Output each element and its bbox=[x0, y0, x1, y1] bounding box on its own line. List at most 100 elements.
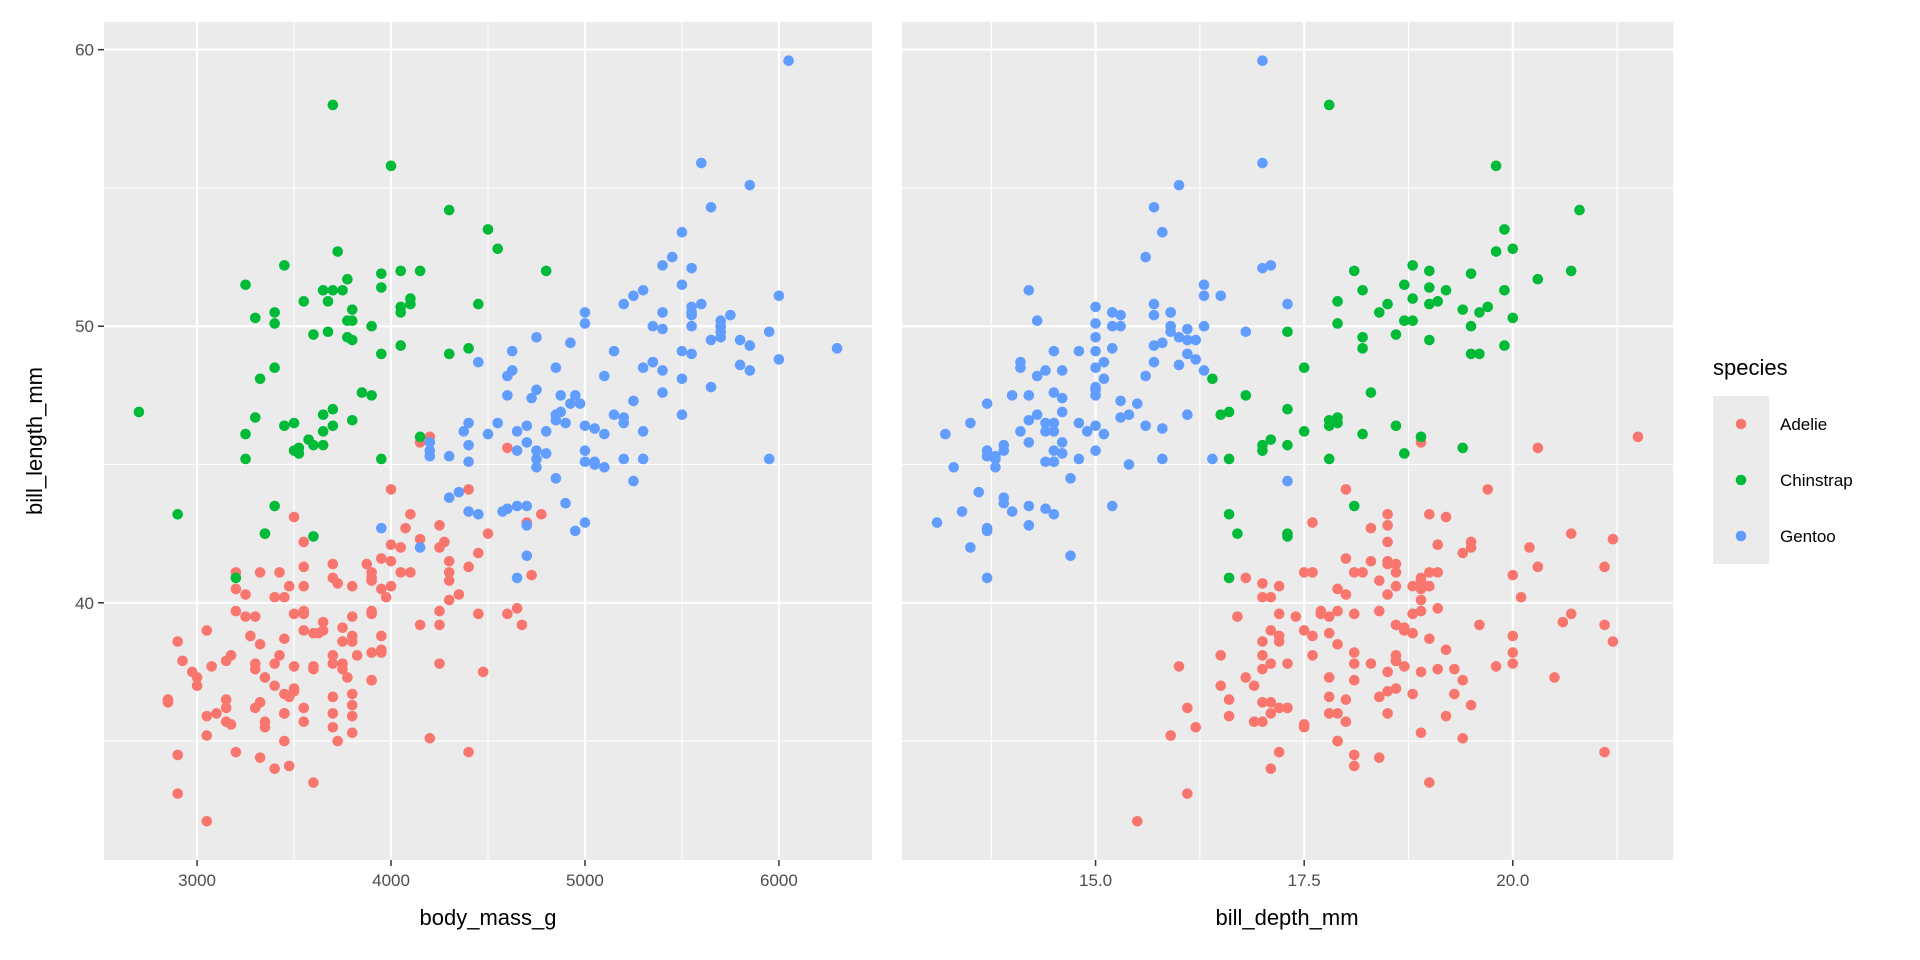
data-point-adelie bbox=[230, 583, 242, 595]
data-point-chinstrap bbox=[279, 420, 290, 432]
data-point-adelie bbox=[1257, 636, 1268, 647]
data-point-chinstrap bbox=[342, 273, 353, 285]
data-point-adelie bbox=[177, 655, 188, 667]
legend-point-adelie bbox=[1735, 418, 1747, 430]
data-point-chinstrap bbox=[172, 508, 183, 520]
data-point-adelie bbox=[1390, 580, 1402, 592]
data-point-adelie bbox=[1165, 730, 1176, 741]
data-point-adelie bbox=[395, 567, 407, 578]
data-point-adelie bbox=[1257, 663, 1268, 675]
y-tick-label: 40 bbox=[75, 594, 94, 613]
data-point-chinstrap bbox=[376, 268, 387, 279]
data-point-adelie bbox=[1373, 605, 1385, 617]
data-point-chinstrap bbox=[342, 315, 353, 326]
data-point-adelie bbox=[1223, 694, 1235, 705]
data-point-adelie bbox=[211, 708, 222, 719]
data-point-chinstrap bbox=[376, 453, 387, 465]
data-point-adelie bbox=[1307, 630, 1318, 642]
data-point-adelie bbox=[1348, 749, 1360, 761]
data-point-gentoo bbox=[647, 320, 659, 332]
data-point-gentoo bbox=[579, 456, 591, 468]
data-point-adelie bbox=[1415, 605, 1427, 617]
data-point-adelie bbox=[1132, 815, 1143, 827]
data-point-adelie bbox=[346, 710, 358, 722]
data-point-gentoo bbox=[1140, 251, 1151, 263]
data-point-gentoo bbox=[998, 439, 1010, 451]
data-point-chinstrap bbox=[1507, 243, 1519, 255]
data-point-adelie bbox=[201, 815, 213, 827]
data-point-chinstrap bbox=[395, 265, 407, 277]
data-point-gentoo bbox=[657, 260, 668, 271]
x-tick-label: 20.0 bbox=[1496, 871, 1529, 890]
data-point-chinstrap bbox=[293, 442, 305, 454]
data-point-gentoo bbox=[1123, 409, 1135, 421]
data-point-adelie bbox=[1382, 666, 1393, 678]
data-point-adelie bbox=[434, 658, 445, 669]
data-point-adelie bbox=[1599, 561, 1610, 573]
data-point-chinstrap bbox=[1499, 340, 1510, 351]
data-point-chinstrap bbox=[1574, 204, 1585, 216]
data-point-chinstrap bbox=[269, 318, 280, 329]
data-point-adelie bbox=[1240, 672, 1252, 683]
data-point-adelie bbox=[342, 672, 353, 683]
data-point-gentoo bbox=[973, 486, 985, 498]
data-point-adelie bbox=[1298, 719, 1310, 730]
data-point-adelie bbox=[443, 567, 455, 578]
data-point-adelie bbox=[1215, 680, 1227, 692]
data-point-gentoo bbox=[1056, 437, 1068, 448]
data-point-gentoo bbox=[931, 517, 943, 528]
legend-label: Adelie bbox=[1780, 415, 1827, 434]
data-point-chinstrap bbox=[1474, 348, 1485, 360]
data-point-gentoo bbox=[453, 486, 465, 498]
data-point-chinstrap bbox=[540, 265, 552, 277]
data-point-gentoo bbox=[521, 420, 533, 432]
data-point-chinstrap bbox=[317, 284, 329, 296]
data-point-gentoo bbox=[981, 522, 993, 534]
data-point-adelie bbox=[1257, 578, 1268, 589]
data-point-adelie bbox=[443, 575, 455, 586]
data-point-chinstrap bbox=[1415, 431, 1427, 443]
data-point-adelie bbox=[1482, 484, 1494, 495]
data-point-adelie bbox=[1565, 608, 1577, 620]
data-point-gentoo bbox=[1015, 362, 1026, 374]
data-point-adelie bbox=[1265, 763, 1277, 775]
data-point-adelie bbox=[1248, 680, 1260, 692]
data-point-gentoo bbox=[657, 307, 668, 318]
data-point-chinstrap bbox=[1357, 284, 1368, 296]
data-point-adelie bbox=[1432, 539, 1443, 551]
data-point-chinstrap bbox=[1215, 409, 1227, 421]
data-point-chinstrap bbox=[327, 403, 339, 415]
data-point-adelie bbox=[477, 666, 489, 678]
data-point-adelie bbox=[269, 591, 280, 603]
data-point-chinstrap bbox=[1323, 453, 1335, 465]
data-point-gentoo bbox=[981, 398, 993, 409]
data-point-chinstrap bbox=[1482, 301, 1494, 313]
data-point-gentoo bbox=[1215, 290, 1227, 302]
data-point-gentoo bbox=[1065, 473, 1076, 484]
data-point-gentoo bbox=[565, 337, 576, 349]
data-point-chinstrap bbox=[1323, 420, 1335, 432]
data-point-gentoo bbox=[948, 461, 960, 473]
panel-bill-depth: 15.0 17.5 20.0 bbox=[902, 22, 1673, 890]
data-point-gentoo bbox=[1023, 414, 1035, 426]
data-point-adelie bbox=[405, 567, 416, 578]
data-point-gentoo bbox=[1198, 320, 1210, 332]
data-point-adelie bbox=[254, 638, 266, 650]
data-point-adelie bbox=[201, 625, 213, 636]
data-point-gentoo bbox=[705, 202, 717, 213]
data-point-gentoo bbox=[1098, 373, 1110, 385]
data-point-adelie bbox=[1182, 788, 1193, 799]
data-point-gentoo bbox=[414, 542, 426, 553]
data-point-chinstrap bbox=[269, 500, 280, 512]
data-point-gentoo bbox=[1090, 301, 1101, 313]
data-point-gentoo bbox=[1031, 370, 1043, 382]
data-point-adelie bbox=[308, 663, 319, 675]
data-point-adelie bbox=[395, 542, 407, 553]
data-point-gentoo bbox=[599, 428, 610, 440]
data-point-chinstrap bbox=[133, 406, 145, 418]
data-point-chinstrap bbox=[1507, 312, 1519, 324]
data-point-gentoo bbox=[773, 290, 785, 302]
data-point-chinstrap bbox=[1424, 298, 1435, 310]
data-point-adelie bbox=[1273, 608, 1285, 620]
data-point-adelie bbox=[414, 619, 426, 631]
